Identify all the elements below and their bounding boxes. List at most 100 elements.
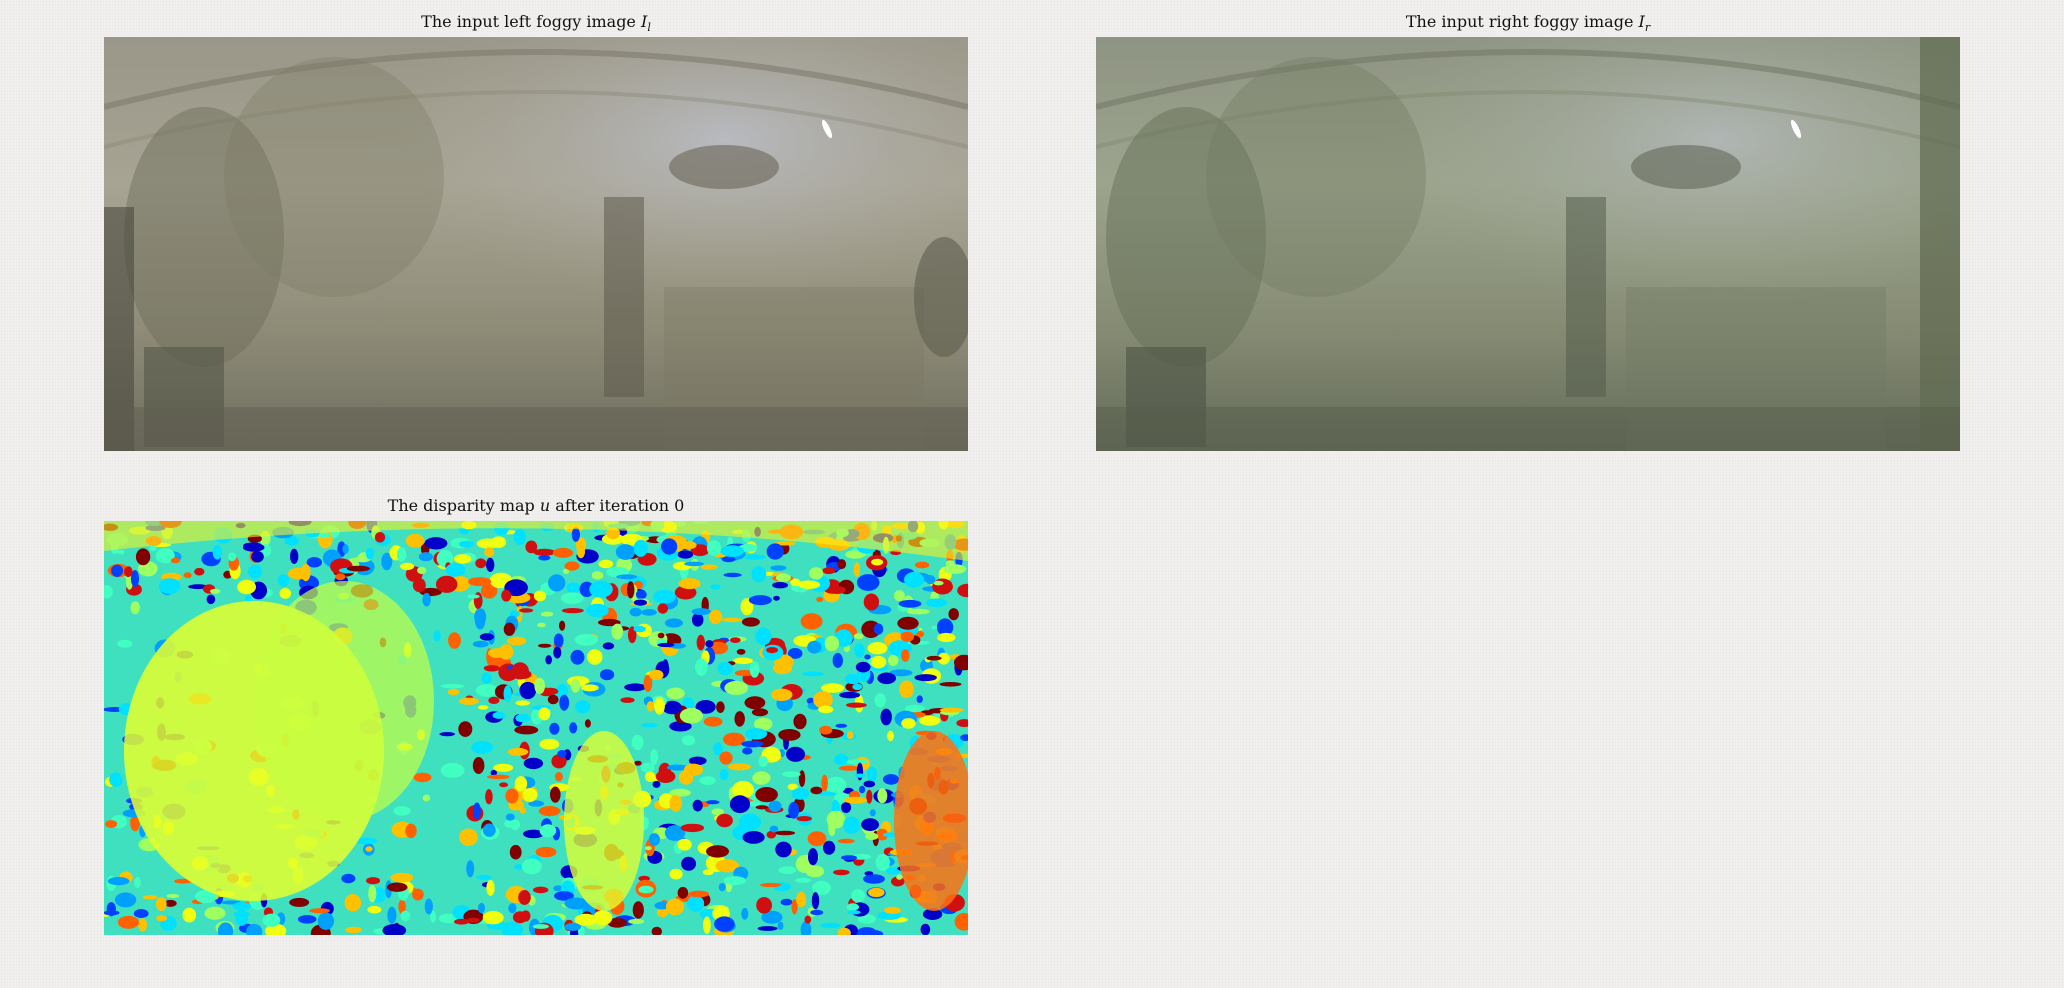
disparity-blob <box>646 701 655 712</box>
disparity-blob <box>724 680 748 696</box>
disparity-blob <box>760 882 782 888</box>
disparity-blob <box>569 722 578 734</box>
disparity-blob <box>466 860 475 878</box>
disparity-blob <box>158 578 181 594</box>
disparity-blob <box>813 691 833 709</box>
disparity-blob <box>483 665 500 672</box>
disparity-blob <box>780 898 793 906</box>
disparity-blob <box>844 673 861 685</box>
disparity-blob <box>513 529 526 545</box>
disparity-blob <box>640 762 655 773</box>
disparity-blob <box>796 891 807 908</box>
disparity-blob <box>539 824 557 838</box>
disparity-blob <box>657 642 675 648</box>
disparity-blob <box>445 563 466 577</box>
disparity-blob <box>290 548 299 564</box>
disparity-blob <box>400 910 411 922</box>
disparity-blob <box>564 561 580 571</box>
disparity-blob <box>900 631 914 642</box>
disparity-blob <box>652 589 676 604</box>
disparity-blob <box>901 718 916 729</box>
disparity-blob <box>130 601 140 615</box>
disparity-blob <box>766 647 778 654</box>
disparity-blob <box>807 640 822 654</box>
disparity-blob <box>734 670 755 677</box>
disparity-blob <box>584 719 591 728</box>
disparity-blob <box>749 661 760 678</box>
disparity-blob <box>782 771 801 778</box>
disparity-blob <box>523 829 544 839</box>
disparity-blob <box>644 846 652 851</box>
disparity-blob <box>615 544 636 560</box>
disparity-blob <box>844 796 867 804</box>
disparity-blob <box>867 642 888 655</box>
disparity-blob <box>662 700 682 715</box>
right-title-subscript: r <box>1644 21 1651 35</box>
disparity-blob <box>802 671 824 677</box>
disparity-blob <box>734 711 745 727</box>
disparity-blob <box>488 696 500 704</box>
disparity-blob <box>480 583 498 599</box>
disparity-blob <box>943 564 967 574</box>
disparity-blob <box>509 844 522 860</box>
disparity-blob <box>629 607 642 617</box>
disparity-blob <box>170 557 181 564</box>
disparity-blob <box>566 582 581 593</box>
disparity-blob <box>501 921 524 935</box>
disparity-blob <box>575 537 587 552</box>
disparity-blob <box>124 566 133 578</box>
disparity-blob <box>616 574 638 580</box>
disparity-blob <box>652 780 661 788</box>
disparity-blob <box>574 633 599 646</box>
disparity-blob <box>538 643 552 648</box>
disparity-blob <box>823 840 836 855</box>
disparity-blob <box>318 532 330 539</box>
disparity-blob <box>430 910 437 923</box>
disparity-blob <box>882 832 897 837</box>
disparity-blob <box>519 608 534 613</box>
disparity-blob <box>791 787 810 800</box>
disparity-blob <box>864 654 871 660</box>
disparity-blob <box>545 655 552 665</box>
disparity-blob <box>365 547 375 560</box>
disparity-blob <box>719 751 733 765</box>
disparity-blob <box>703 916 711 934</box>
disparity-blob <box>703 716 723 727</box>
disparity-blob <box>853 562 861 577</box>
disparity-blob <box>948 608 959 621</box>
disparity-blob <box>550 786 561 803</box>
disparity-blob <box>851 889 865 903</box>
disparity-blob <box>841 855 858 861</box>
disparity-blob <box>393 806 411 816</box>
disparity-blob <box>846 910 861 915</box>
disparity-blob <box>788 801 800 819</box>
disparity-blob <box>138 918 148 932</box>
disparity-blob <box>564 897 589 910</box>
disparity-blob <box>865 832 879 840</box>
disparity-blob <box>863 874 885 884</box>
disparity-blob <box>729 637 741 643</box>
disparity-blob <box>117 915 139 929</box>
disparity-blob <box>479 633 494 641</box>
disparity-blob <box>534 677 545 695</box>
disparity-blob <box>736 648 746 655</box>
disparity-blob <box>721 556 736 563</box>
disparity-blob <box>194 567 205 576</box>
disparity-blob <box>841 802 852 813</box>
disparity-blob <box>509 610 520 618</box>
disparity-blob <box>691 608 711 616</box>
disparity-blob <box>654 696 665 715</box>
disparity-blob <box>600 669 615 681</box>
disparity-blob <box>632 901 644 919</box>
disparity-blob <box>876 828 889 841</box>
disparity-blob <box>533 548 556 556</box>
disparity-blob <box>755 787 778 803</box>
disparity-blob <box>538 707 551 721</box>
disparity-blob <box>867 766 877 783</box>
disparity-blob <box>906 608 930 615</box>
disparity-blob <box>914 674 937 682</box>
disparity-blob <box>538 555 551 561</box>
disparity-blob <box>484 547 495 558</box>
disparity-blob <box>871 558 884 566</box>
disparity-blob <box>716 701 725 713</box>
